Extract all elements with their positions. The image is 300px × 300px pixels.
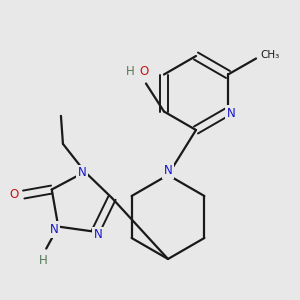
Text: N: N — [78, 167, 86, 179]
Text: H: H — [39, 254, 48, 267]
Text: N: N — [227, 107, 236, 120]
Text: H: H — [126, 65, 134, 78]
Text: N: N — [164, 164, 172, 178]
Text: CH₃: CH₃ — [260, 50, 280, 61]
Text: O: O — [9, 188, 18, 201]
Text: N: N — [94, 228, 103, 241]
Text: O: O — [139, 65, 148, 78]
Text: N: N — [50, 223, 58, 236]
